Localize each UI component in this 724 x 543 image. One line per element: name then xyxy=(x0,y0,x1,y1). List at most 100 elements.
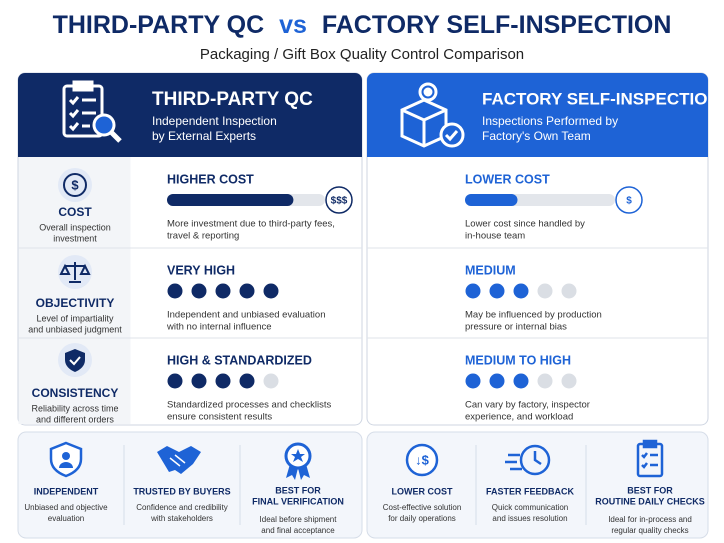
rating-label: LOWER COST xyxy=(465,172,550,186)
criterion-desc: and unbiased judgment xyxy=(28,324,122,334)
criterion-name: COST xyxy=(58,205,92,219)
rating-text: May be influenced by production xyxy=(465,310,602,321)
bar-fill xyxy=(167,194,294,206)
feature-icon xyxy=(49,441,83,478)
feature-title: FASTER FEEDBACK xyxy=(486,486,575,496)
feature-desc: evaluation xyxy=(48,514,84,523)
rating-label: HIGHER COST xyxy=(167,172,254,186)
svg-text:↓$: ↓$ xyxy=(415,452,430,467)
feature-desc: Ideal before shipment xyxy=(260,515,338,524)
criterion-name: OBJECTIVITY xyxy=(36,296,115,310)
rating-text: More investment due to third-party fees, xyxy=(167,219,335,230)
panel-subtitle: Factory's Own Team xyxy=(482,129,591,143)
feature-dividers xyxy=(123,445,587,525)
rating-dot xyxy=(239,373,255,389)
rating-text: Lower cost since handled by xyxy=(465,219,585,230)
rating-label: MEDIUM TO HIGH xyxy=(465,353,571,367)
feature-desc: with stakeholders xyxy=(150,514,213,523)
rating-text: pressure or internal bias xyxy=(465,322,567,333)
scale-icon xyxy=(58,255,92,289)
feature-desc: Cost-effective solution xyxy=(383,503,462,512)
rating-text: with no internal influence xyxy=(166,322,272,333)
rating-dot xyxy=(561,373,577,389)
subtitle: Packaging / Gift Box Quality Control Com… xyxy=(200,46,524,63)
feature-desc: Confidence and credibility xyxy=(136,503,228,512)
feature-desc: Unbiased and objective xyxy=(24,503,108,512)
feature-desc: Ideal for in-process and xyxy=(608,515,692,524)
feature-desc: and final acceptance xyxy=(261,526,335,535)
feature-desc: Quick communication xyxy=(492,503,568,512)
criterion-desc: investment xyxy=(53,233,97,243)
feature-title: LOWER COST xyxy=(392,486,453,496)
features-left xyxy=(17,431,363,539)
title-left: THIRD-PARTY QC xyxy=(53,11,265,39)
main-title: THIRD-PARTY QC vs FACTORY SELF-INSPECTIO… xyxy=(53,11,672,39)
rating-dot xyxy=(191,283,207,299)
rating-text: in-house team xyxy=(465,231,525,242)
rating-label: VERY HIGH xyxy=(167,263,235,277)
rating-dot xyxy=(489,283,505,299)
rating-text: Standardized processes and checklists xyxy=(167,400,331,411)
rating-text: experience, and workload xyxy=(465,412,573,423)
shield-icon xyxy=(58,343,92,377)
rating-dot xyxy=(489,373,505,389)
box-icon xyxy=(400,82,465,148)
rating-dot xyxy=(239,283,255,299)
feature-icon xyxy=(505,444,551,476)
title-right: FACTORY SELF-INSPECTION xyxy=(322,11,672,39)
rating-dot xyxy=(513,283,529,299)
criterion-name: CONSISTENCY xyxy=(32,386,119,400)
rating-dot xyxy=(537,283,553,299)
criterion-desc: and different orders xyxy=(36,414,114,424)
rating-dot xyxy=(167,283,183,299)
feature-icon xyxy=(284,442,312,480)
feature-icon: ↓$ xyxy=(405,443,439,477)
rating-text: Independent and unbiased evaluation xyxy=(167,310,325,321)
panel-subtitle: by External Experts xyxy=(152,129,256,143)
rating-text: ensure consistent results xyxy=(167,412,272,423)
panel-title: THIRD-PARTY QC xyxy=(152,89,313,110)
badge-text: $ xyxy=(626,196,632,207)
panel-title: FACTORY SELF-INSPECTION xyxy=(482,89,720,108)
rating-dot xyxy=(263,373,279,389)
features-right xyxy=(366,431,709,539)
badge xyxy=(325,186,353,214)
title-vs: vs xyxy=(279,11,307,39)
rating-label: HIGH & STANDARDIZED xyxy=(167,353,312,367)
rating-dot xyxy=(537,373,553,389)
rating-dot xyxy=(263,283,279,299)
rating-dot xyxy=(465,283,481,299)
feature-desc: and issues resolution xyxy=(492,514,567,523)
rating-dot xyxy=(465,373,481,389)
badge-text: $$$ xyxy=(331,196,348,207)
rating-dot xyxy=(191,373,207,389)
feature-title: INDEPENDENT xyxy=(34,486,99,496)
rating-label: MEDIUM xyxy=(465,263,516,277)
rating-text: travel & reporting xyxy=(167,231,239,242)
rating-text: Can vary by factory, inspector xyxy=(465,400,590,411)
panel-subtitle: Inspections Performed by xyxy=(482,114,618,128)
rating-dot xyxy=(561,283,577,299)
rating-dot xyxy=(215,283,231,299)
criterion-desc: Level of impartiality xyxy=(36,313,114,323)
clipboard-icon xyxy=(62,80,122,143)
rating-dot xyxy=(167,373,183,389)
badge xyxy=(615,186,643,214)
bar-fill xyxy=(465,194,518,206)
cost-icon: $ xyxy=(58,168,92,202)
feature-icon xyxy=(157,446,201,474)
panel-subtitle: Independent Inspection xyxy=(152,114,277,128)
rating-dot xyxy=(513,373,529,389)
criterion-desc: Reliability across time xyxy=(31,403,118,413)
feature-icon xyxy=(636,439,664,478)
feature-title: ROUTINE DAILY CHECKS xyxy=(595,496,705,506)
feature-desc: regular quality checks xyxy=(611,526,688,535)
feature-desc: for daily operations xyxy=(388,514,456,523)
rating-dot xyxy=(215,373,231,389)
feature-title: TRUSTED BY BUYERS xyxy=(133,486,230,496)
feature-title: BEST FOR xyxy=(275,485,321,495)
feature-title: BEST FOR xyxy=(627,485,673,495)
svg-text:$: $ xyxy=(71,177,79,192)
feature-title: FINAL VERIFICATION xyxy=(252,496,344,506)
